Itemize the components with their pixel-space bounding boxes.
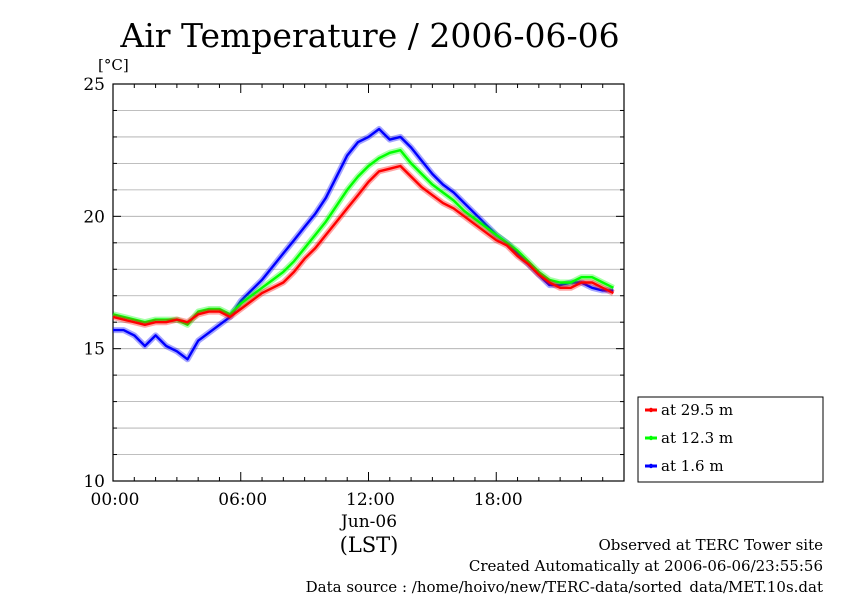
x-axis-label: (LST): [340, 533, 399, 557]
created-note: Created Automatically at 2006-06-06/23:5…: [469, 557, 823, 575]
legend-marker: [648, 463, 654, 469]
legend-marker: [648, 407, 654, 413]
x-date-label: Jun-06: [339, 512, 397, 532]
series-halo: [112, 147, 615, 328]
legend-box: [637, 396, 824, 483]
data-source-note: Data source : /home/hoivo/new/TERC-data/…: [306, 578, 823, 595]
observed-note: Observed at TERC Tower site: [598, 536, 823, 554]
y-tick-label: 20: [83, 207, 105, 227]
chart-title: Air Temperature / 2006-06-06: [119, 16, 619, 55]
legend-label: at 1.6 m: [661, 457, 724, 475]
y-tick-label: 10: [83, 472, 105, 492]
y-tick-label: 15: [83, 340, 105, 360]
legend: at 29.5 m at 12.3 m at 1.6 m: [637, 396, 824, 483]
x-tick-label: 18:00: [474, 490, 523, 510]
x-tick-label: 12:00: [346, 490, 395, 510]
y-axis-unit-label: [°C]: [98, 56, 129, 74]
series-lines: [112, 126, 615, 363]
x-tick-label: 00:00: [91, 490, 140, 510]
y-axis: 10 15 20 25: [83, 75, 624, 492]
x-tick-label: 06:00: [218, 490, 267, 510]
x-axis: 00:00 06:00 12:00 18:00: [91, 84, 625, 510]
y-tick-label: 25: [83, 75, 105, 95]
legend-label: at 12.3 m: [661, 429, 733, 447]
series-line: [112, 164, 614, 326]
series-line: [112, 148, 614, 326]
legend-marker: [648, 435, 654, 441]
legend-label: at 29.5 m: [661, 401, 733, 419]
